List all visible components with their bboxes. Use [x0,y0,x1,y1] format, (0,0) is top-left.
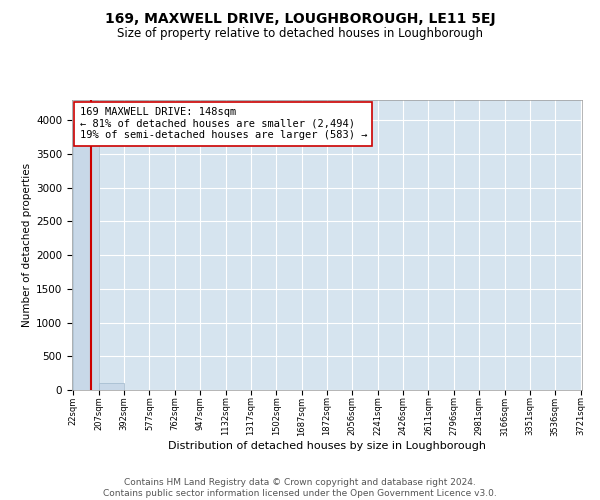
Text: Contains HM Land Registry data © Crown copyright and database right 2024.
Contai: Contains HM Land Registry data © Crown c… [103,478,497,498]
Text: Size of property relative to detached houses in Loughborough: Size of property relative to detached ho… [117,28,483,40]
Y-axis label: Number of detached properties: Number of detached properties [22,163,32,327]
Bar [99,384,124,390]
X-axis label: Distribution of detached houses by size in Loughborough: Distribution of detached houses by size … [168,441,486,451]
Bar [73,124,98,390]
Text: 169, MAXWELL DRIVE, LOUGHBOROUGH, LE11 5EJ: 169, MAXWELL DRIVE, LOUGHBOROUGH, LE11 5… [104,12,496,26]
Text: 169 MAXWELL DRIVE: 148sqm
← 81% of detached houses are smaller (2,494)
19% of se: 169 MAXWELL DRIVE: 148sqm ← 81% of detac… [80,108,367,140]
